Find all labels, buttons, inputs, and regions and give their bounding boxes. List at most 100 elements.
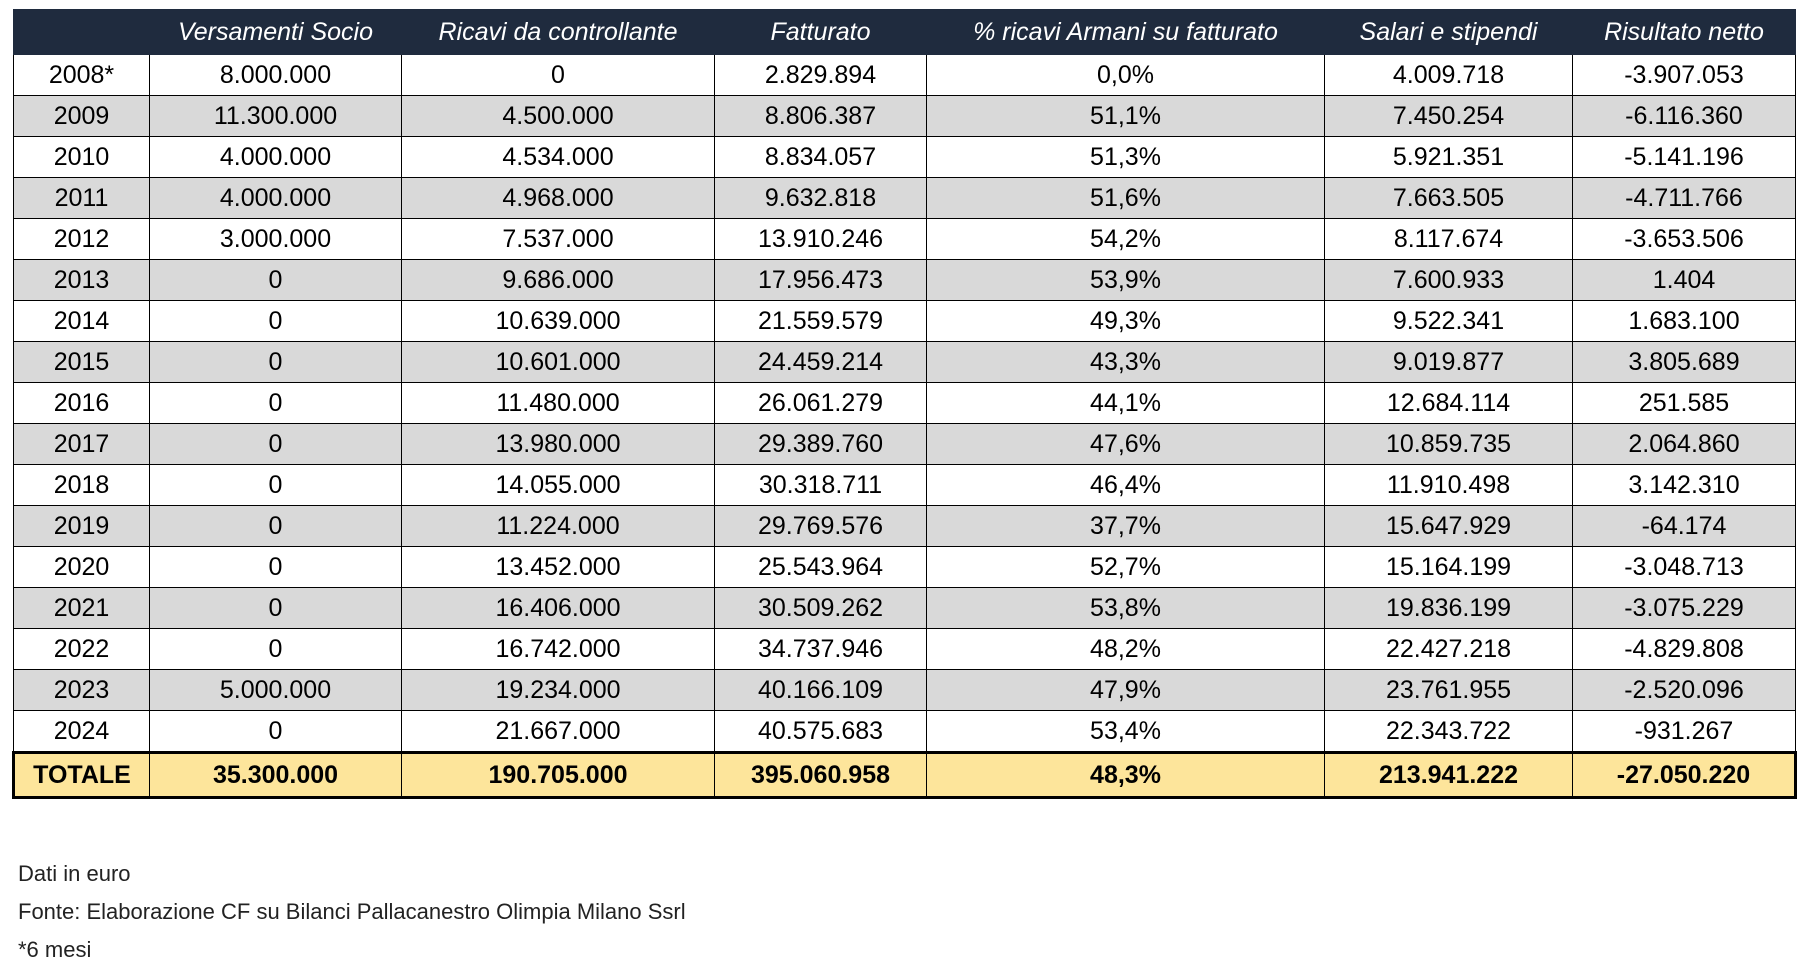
table-cell: 34.737.946	[714, 628, 927, 670]
year-cell: 2012	[13, 218, 150, 260]
table-cell: 8.000.000	[149, 54, 402, 96]
table-row: 2008* 8.000.000 0 2.829.894 0,0% 4.009.718 -3.…	[13, 54, 1796, 96]
table-cell: 0	[149, 300, 402, 342]
year-cell: 2010	[13, 136, 150, 178]
table-cell: 30.509.262	[714, 587, 927, 629]
table-cell: -4.711.766	[1572, 177, 1796, 219]
table-cell: 14.055.000	[401, 464, 715, 506]
table-cell: -4.829.808	[1572, 628, 1796, 670]
table-cell: 0	[149, 628, 402, 670]
table-cell: 2.064.860	[1572, 423, 1796, 465]
total-cell: 48,3%	[926, 751, 1325, 799]
table-cell: 0,0%	[926, 54, 1325, 96]
table-cell: 10.601.000	[401, 341, 715, 383]
table-row: 2021 0 16.406.000 30.509.262 53,8% 19.836.199…	[13, 587, 1796, 629]
total-cell: -27.050.220	[1572, 751, 1797, 799]
table-row: 2020 0 13.452.000 25.543.964 52,7% 15.164.199…	[13, 546, 1796, 588]
year-cell: 2024	[13, 710, 150, 753]
table-cell: 5.921.351	[1324, 136, 1573, 178]
table-cell: 37,7%	[926, 505, 1325, 547]
table-cell: 19.234.000	[401, 669, 715, 711]
table-cell: 49,3%	[926, 300, 1325, 342]
table-cell: 46,4%	[926, 464, 1325, 506]
table-header: Versamenti Socio Ricavi da controllante Fa…	[13, 9, 1796, 55]
table-row: 2023 5.000.000 19.234.000 40.166.109 47,9% 23…	[13, 669, 1796, 711]
table-cell: 3.142.310	[1572, 464, 1796, 506]
table-cell: 10.639.000	[401, 300, 715, 342]
table-cell: 0	[149, 710, 402, 753]
table-cell: 12.684.114	[1324, 382, 1573, 424]
note-line: *6 mesi	[18, 937, 92, 962]
table-cell: 251.585	[1572, 382, 1796, 424]
table-cell: 51,6%	[926, 177, 1325, 219]
table-row: 2019 0 11.224.000 29.769.576 37,7% 15.647.929…	[13, 505, 1796, 547]
year-cell: 2019	[13, 505, 150, 547]
total-cell: 190.705.000	[401, 751, 715, 799]
table-cell: 23.761.955	[1324, 669, 1573, 711]
table-cell: 9.686.000	[401, 259, 715, 301]
total-row: TOTALE 35.300.000 190.705.000 395.060.958 48…	[12, 751, 1797, 799]
table-row: 2013 0 9.686.000 17.956.473 53,9% 7.600.933 1.…	[13, 259, 1796, 301]
table-cell: 0	[149, 505, 402, 547]
table-cell: 54,2%	[926, 218, 1325, 260]
table-cell: 0	[401, 54, 715, 96]
table-cell: 8.806.387	[714, 95, 927, 137]
note-line: Dati in euro	[18, 861, 131, 886]
year-cell: 2016	[13, 382, 150, 424]
table-cell: 7.663.505	[1324, 177, 1573, 219]
year-cell: 2018	[13, 464, 150, 506]
table-cell: 26.061.279	[714, 382, 927, 424]
table-cell: 40.166.109	[714, 669, 927, 711]
table-cell: 0	[149, 464, 402, 506]
table-cell: 11.480.000	[401, 382, 715, 424]
table-footer: TOTALE 35.300.000 190.705.000 395.060.958 48…	[12, 751, 1797, 799]
table-cell: 29.769.576	[714, 505, 927, 547]
year-cell: 2020	[13, 546, 150, 588]
notes: Dati in euro Fonte: Elaborazione CF su Bi…	[18, 855, 686, 969]
table-cell: 10.859.735	[1324, 423, 1573, 465]
table-cell: 11.300.000	[149, 95, 402, 137]
table-row: 2024 0 21.667.000 40.575.683 53,4% 22.343.722…	[13, 710, 1796, 753]
table-cell: 16.406.000	[401, 587, 715, 629]
column-header: % ricavi Armani su fatturato	[926, 9, 1325, 55]
year-cell: 2009	[13, 95, 150, 137]
table-cell: 0	[149, 587, 402, 629]
table-cell: 53,9%	[926, 259, 1325, 301]
table-cell: 29.389.760	[714, 423, 927, 465]
table-row: 2016 0 11.480.000 26.061.279 44,1% 12.684.114…	[13, 382, 1796, 424]
table-cell: 7.600.933	[1324, 259, 1573, 301]
header-row: Versamenti Socio Ricavi da controllante Fa…	[13, 9, 1796, 55]
table-row: 2011 4.000.000 4.968.000 9.632.818 51,6% 7.66…	[13, 177, 1796, 219]
table-cell: -3.907.053	[1572, 54, 1796, 96]
year-cell: 2017	[13, 423, 150, 465]
table-cell: 40.575.683	[714, 710, 927, 753]
table-cell: 3.000.000	[149, 218, 402, 260]
header-corner	[13, 9, 150, 55]
table-cell: 2.829.894	[714, 54, 927, 96]
table-row: 2018 0 14.055.000 30.318.711 46,4% 11.910.498…	[13, 464, 1796, 506]
table-cell: -2.520.096	[1572, 669, 1796, 711]
table-cell: 4.500.000	[401, 95, 715, 137]
table-cell: 7.450.254	[1324, 95, 1573, 137]
table-cell: 22.427.218	[1324, 628, 1573, 670]
table-cell: 48,2%	[926, 628, 1325, 670]
column-header: Versamenti Socio	[149, 9, 402, 55]
table-cell: 4.000.000	[149, 177, 402, 219]
table-row: 2012 3.000.000 7.537.000 13.910.246 54,2% 8.1…	[13, 218, 1796, 260]
table-cell: 53,4%	[926, 710, 1325, 753]
column-header: Ricavi da controllante	[401, 9, 715, 55]
table-cell: 1.683.100	[1572, 300, 1796, 342]
table-cell: 53,8%	[926, 587, 1325, 629]
table-cell: 3.805.689	[1572, 341, 1796, 383]
table-cell: 43,3%	[926, 341, 1325, 383]
table-cell: 7.537.000	[401, 218, 715, 260]
column-header: Fatturato	[714, 9, 927, 55]
table-row: 2022 0 16.742.000 34.737.946 48,2% 22.427.218…	[13, 628, 1796, 670]
table-cell: 15.164.199	[1324, 546, 1573, 588]
table-cell: -3.653.506	[1572, 218, 1796, 260]
table-cell: 44,1%	[926, 382, 1325, 424]
table-cell: 11.224.000	[401, 505, 715, 547]
table-cell: 30.318.711	[714, 464, 927, 506]
table-cell: 8.117.674	[1324, 218, 1573, 260]
